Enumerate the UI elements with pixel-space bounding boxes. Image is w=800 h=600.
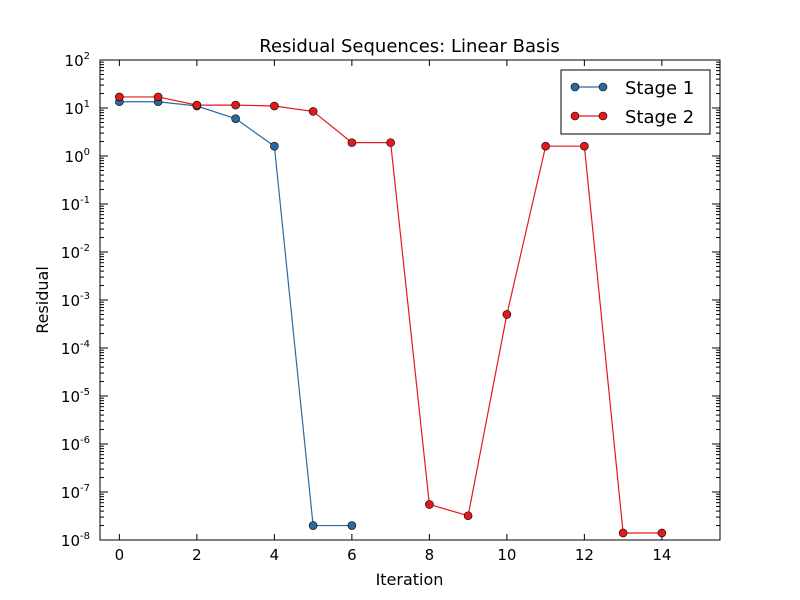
legend-marker [598,111,608,121]
legend-marker [598,82,608,92]
x-tick-label: 10 [497,546,516,564]
data-point-stage-2 [347,138,357,147]
data-point-stage-1 [231,114,240,123]
x-tick-label: 6 [347,546,357,564]
data-point-stage-2 [618,528,628,538]
x-axis-label: Iteration [376,570,444,589]
data-point-stage-2 [270,101,279,111]
y-tick-label: 10-7 [61,483,90,502]
x-tick-label: 2 [192,546,202,564]
y-tick-label: 10-2 [61,243,90,262]
data-point-stage-2 [153,92,163,102]
data-point-stage-2 [657,528,667,538]
data-point-stage-1 [270,141,279,151]
data-point-stage-1 [347,521,357,530]
data-point-stage-1 [308,521,318,530]
x-tick-label: 4 [270,546,280,564]
data-point-stage-2 [308,107,318,116]
data-point-stage-2 [425,500,434,509]
y-tick-label: 101 [65,99,90,118]
y-tick-label: 10-8 [61,531,90,550]
legend-marker [570,82,580,92]
y-tick-label: 10-3 [61,291,90,310]
x-tick-label: 8 [425,546,435,564]
chart-title: Residual Sequences: Linear Basis [259,36,560,57]
y-tick-label: 10-5 [61,387,90,406]
data-point-stage-2 [386,138,395,147]
y-axis-label: Residual [33,266,52,334]
data-point-stage-2 [463,511,473,521]
data-point-stage-2 [115,92,124,102]
legend-box [560,69,711,135]
series-line-stage-2 [119,96,662,534]
series-line-stage-1 [119,101,352,527]
data-point-stage-2 [502,310,512,319]
x-tick-label: 0 [115,546,125,564]
data-point-stage-2 [231,100,240,110]
legend-label: Stage 2 [625,107,694,128]
y-tick-label: 100 [65,147,90,166]
data-point-stage-2 [580,141,589,151]
data-point-stage-2 [541,141,550,151]
x-tick-label: 14 [652,546,671,564]
y-tick-label: 10-6 [61,435,90,454]
y-tick-label: 102 [65,51,90,70]
x-tick-label: 12 [575,546,594,564]
y-tick-label: 10-4 [61,339,90,358]
legend-marker [570,111,580,121]
y-tick-label: 10-1 [61,195,90,214]
data-point-stage-2 [192,100,202,110]
legend-label: Stage 1 [625,78,694,99]
